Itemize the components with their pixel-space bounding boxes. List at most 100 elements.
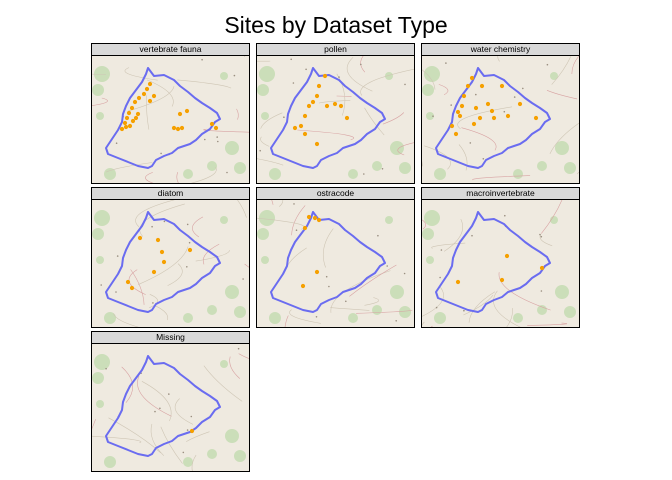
woodland-patch [390,141,404,155]
site-marker[interactable] [459,103,465,109]
site-marker[interactable] [124,115,130,121]
site-marker[interactable] [141,91,147,97]
site-marker[interactable] [136,95,142,101]
site-marker[interactable] [473,105,479,111]
map-diatom[interactable] [91,199,250,328]
site-marker[interactable] [469,75,475,81]
site-marker[interactable] [316,83,322,89]
site-marker[interactable] [127,123,133,129]
site-marker[interactable] [485,101,491,107]
site-marker[interactable] [322,73,328,79]
site-marker[interactable] [119,126,125,132]
site-marker[interactable] [177,111,183,117]
site-marker[interactable] [533,115,539,121]
site-marker[interactable] [122,120,128,126]
road-line [260,136,270,147]
site-marker[interactable] [129,105,135,111]
woodland-patch [434,168,446,180]
site-marker[interactable] [455,279,461,285]
site-marker[interactable] [133,115,139,121]
site-marker[interactable] [292,125,298,131]
site-marker[interactable] [324,103,330,109]
site-marker[interactable] [126,110,132,116]
site-marker[interactable] [125,279,131,285]
site-marker[interactable] [306,103,312,109]
town-dot [283,116,285,118]
site-marker[interactable] [298,123,304,129]
town-dot [471,234,473,237]
site-marker[interactable] [137,235,143,241]
site-marker[interactable] [130,118,136,124]
site-marker[interactable] [316,217,322,223]
site-marker[interactable] [453,131,459,137]
road-line [497,56,500,62]
site-marker[interactable] [449,123,455,129]
site-marker[interactable] [461,93,467,99]
road-line [397,142,414,156]
woodland-patch [220,360,228,368]
site-marker[interactable] [344,115,350,121]
site-marker[interactable] [539,265,545,271]
site-marker[interactable] [161,259,167,265]
site-marker[interactable] [504,253,510,259]
site-marker[interactable] [489,108,495,114]
site-marker[interactable] [151,269,157,275]
site-marker[interactable] [179,125,185,131]
region-boundary [435,67,551,169]
map-water-chemistry[interactable] [421,55,580,184]
site-marker[interactable] [159,249,165,255]
road-line [177,79,232,89]
woodland-patch [96,112,104,120]
site-marker[interactable] [189,428,195,434]
site-marker[interactable] [517,101,523,107]
site-marker[interactable] [213,125,219,131]
map-missing[interactable] [91,343,250,472]
site-marker[interactable] [314,93,320,99]
site-marker[interactable] [123,124,129,130]
site-marker[interactable] [477,115,483,121]
town-dot [295,229,298,231]
site-marker[interactable] [187,247,193,253]
site-marker[interactable] [312,215,318,221]
site-marker[interactable] [505,113,511,119]
site-marker[interactable] [306,214,312,220]
site-marker[interactable] [499,83,505,89]
site-marker[interactable] [465,83,471,89]
site-marker[interactable] [151,93,157,99]
map-macroinvertebrate[interactable] [421,199,580,328]
woodland-patch [225,429,239,443]
site-marker[interactable] [302,131,308,137]
site-marker[interactable] [491,115,497,121]
site-marker[interactable] [302,225,308,231]
map-svg [257,56,414,183]
site-marker[interactable] [300,283,306,289]
site-marker[interactable] [184,108,190,114]
site-marker[interactable] [209,121,215,127]
site-marker[interactable] [144,86,150,92]
site-marker[interactable] [479,83,485,89]
site-marker[interactable] [338,103,344,109]
site-marker[interactable] [129,285,135,291]
site-marker[interactable] [314,141,320,147]
site-marker[interactable] [314,269,320,275]
site-marker[interactable] [147,81,153,87]
map-vertebrate-fauna[interactable] [91,55,250,184]
road-line [257,158,284,166]
town-dot [242,278,244,280]
site-marker[interactable] [135,111,141,117]
road-line [203,128,249,133]
site-marker[interactable] [332,101,338,107]
site-marker[interactable] [457,113,463,119]
site-marker[interactable] [147,98,153,104]
site-marker[interactable] [175,126,181,132]
site-marker[interactable] [132,99,138,105]
site-marker[interactable] [302,113,308,119]
map-pollen[interactable] [256,55,415,184]
map-ostracode[interactable] [256,199,415,328]
site-marker[interactable] [499,277,505,283]
site-marker[interactable] [155,237,161,243]
site-marker[interactable] [171,125,177,131]
site-marker[interactable] [471,121,477,127]
site-marker[interactable] [455,109,461,115]
site-marker[interactable] [310,99,316,105]
